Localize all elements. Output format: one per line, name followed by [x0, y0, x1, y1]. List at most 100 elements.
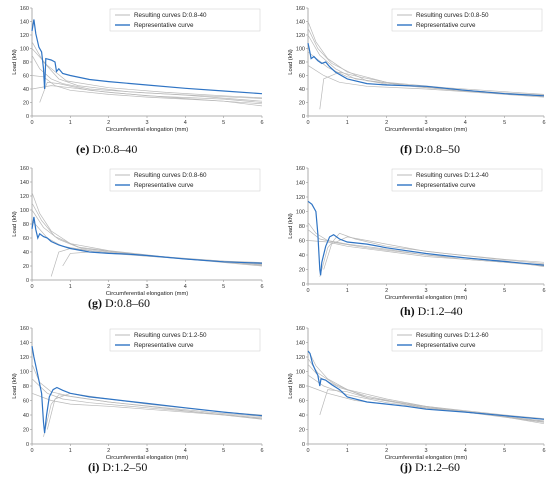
y-tick-label: 40	[23, 413, 29, 419]
x-tick-label: 2	[107, 120, 110, 126]
legend-label-representative: Representative curve	[416, 22, 476, 29]
y-tick-label: 120	[20, 194, 29, 200]
chart-f: 0 20 40 60 80 100 120 140 160 0 1 2 3 4 5 6 Circumferent…	[288, 6, 546, 133]
y-tick-label: 140	[296, 181, 305, 187]
resulting-curve	[43, 394, 263, 437]
x-tick-label: 6	[542, 120, 545, 126]
legend-label-representative: Representative curve	[416, 342, 476, 349]
y-tick-label: 160	[296, 326, 305, 332]
y-tick-label: 0	[302, 114, 305, 120]
x-tick-label: 4	[184, 448, 187, 454]
chart-e: 0 20 40 60 80 100 120 140 160 0 1 2 3 4 5 6 Circumferent…	[12, 6, 264, 133]
resulting-curve	[307, 65, 545, 98]
x-tick-label: 1	[346, 120, 349, 126]
x-tick-label: 1	[346, 448, 349, 454]
representative-curve	[307, 200, 545, 276]
representative-curve	[31, 216, 263, 264]
resulting-curve	[31, 85, 263, 107]
resulting-curve	[62, 251, 263, 267]
resulting-curve	[31, 55, 263, 99]
y-tick-label: 60	[299, 399, 305, 405]
resulting-curve	[319, 232, 545, 277]
chart-panel-j: 0 20 40 60 80 100 120 140 160 0 1 2 3 4 5 6 Circumferent…	[280, 320, 550, 480]
x-tick-label: 1	[69, 448, 72, 454]
chart-j: 0 20 40 60 80 100 120 140 160 0 1 2 3 4 5 6 Circumferent…	[288, 326, 546, 461]
y-tick-label: 140	[20, 20, 29, 26]
legend-label-resulting: Resulting curves D:0.8-50	[416, 12, 489, 19]
legend-label-resulting: Resulting curves D:1.2-60	[416, 332, 489, 339]
y-tick-label: 100	[20, 47, 29, 53]
x-tick-label: 6	[542, 448, 545, 454]
resulting-curve	[46, 392, 263, 430]
x-tick-label: 0	[30, 448, 33, 454]
y-tick-label: 0	[26, 442, 29, 448]
resulting-curve	[307, 21, 545, 97]
x-tick-label: 0	[306, 448, 309, 454]
y-tick-label: 60	[23, 399, 29, 405]
x-tick-label: 0	[306, 120, 309, 126]
x-tick-label: 2	[385, 448, 388, 454]
resulting-curve	[31, 202, 263, 265]
caption-i: (i) D:1.2–50	[88, 460, 147, 475]
legend-box	[109, 8, 261, 32]
legend-box	[391, 8, 543, 32]
x-tick-label: 0	[306, 288, 309, 294]
caption-text: D:1.2–50	[102, 460, 148, 474]
caption-letter: (f)	[400, 142, 412, 156]
x-tick-label: 3	[145, 284, 148, 290]
y-axis-label: Load (kN)	[12, 49, 18, 75]
y-tick-label: 100	[296, 210, 305, 216]
x-tick-label: 6	[260, 448, 263, 454]
chart-panel-i: 0 20 40 60 80 100 120 140 160 0 1 2 3 4 5 6 Circumferent…	[0, 320, 275, 480]
y-tick-label: 100	[20, 208, 29, 214]
chart-panel-h: 0 20 40 60 80 100 120 140 160 0 1 2 3 4 5 6 Circumferent…	[280, 160, 550, 320]
resulting-curve	[31, 378, 263, 419]
x-tick-label: 5	[222, 448, 225, 454]
y-tick-label: 120	[296, 195, 305, 201]
resulting-curve	[31, 41, 263, 102]
y-tick-label: 100	[296, 47, 305, 53]
x-axis-label: Circumferential elongation (mm)	[106, 455, 189, 461]
representative-curve	[31, 19, 263, 95]
y-tick-label: 0	[26, 114, 29, 120]
caption-e: (e) D:0.8–40	[76, 142, 137, 157]
caption-text: D:0.8–40	[92, 142, 138, 156]
y-tick-label: 80	[299, 384, 305, 390]
x-tick-label: 2	[107, 284, 110, 290]
representative-curve	[307, 350, 545, 420]
legend-box	[391, 168, 543, 192]
legend-label-representative: Representative curve	[134, 22, 194, 29]
x-tick-label: 2	[107, 448, 110, 454]
caption-letter: (j)	[400, 460, 412, 474]
caption-letter: (e)	[76, 142, 90, 156]
x-tick-label: 6	[542, 288, 545, 294]
y-tick-label: 20	[299, 428, 305, 434]
legend-label-resulting: Resulting curves D:0.8-40	[134, 12, 207, 19]
x-axis-label: Circumferential elongation (mm)	[385, 127, 468, 133]
y-tick-label: 0	[302, 442, 305, 448]
x-tick-label: 0	[30, 120, 33, 126]
y-tick-label: 60	[23, 236, 29, 242]
chart-g: 0 20 40 60 80 100 120 140 160 0 1 2 3 4 5 6 Circumferent…	[12, 166, 264, 297]
x-tick-label: 5	[503, 288, 506, 294]
legend-label-representative: Representative curve	[134, 342, 194, 349]
y-tick-label: 120	[20, 355, 29, 361]
y-tick-label: 120	[296, 33, 305, 39]
y-tick-label: 40	[299, 87, 305, 93]
caption-f: (f) D:0.8–50	[400, 142, 460, 157]
x-tick-label: 0	[30, 284, 33, 290]
x-tick-label: 4	[184, 284, 187, 290]
y-axis-label: Load (kN)	[12, 373, 18, 399]
resulting-curve	[31, 392, 263, 420]
caption-text: D:1.2–40	[417, 304, 463, 318]
y-tick-label: 100	[20, 370, 29, 376]
x-tick-label: 2	[385, 120, 388, 126]
representative-curve	[307, 42, 545, 97]
y-tick-label: 20	[23, 428, 29, 434]
resulting-curve	[31, 192, 263, 265]
x-axis-label: Circumferential elongation (mm)	[106, 291, 189, 297]
x-tick-label: 5	[222, 120, 225, 126]
y-tick-label: 80	[23, 222, 29, 228]
y-tick-label: 0	[302, 282, 305, 288]
x-axis-label: Circumferential elongation (mm)	[106, 127, 189, 133]
